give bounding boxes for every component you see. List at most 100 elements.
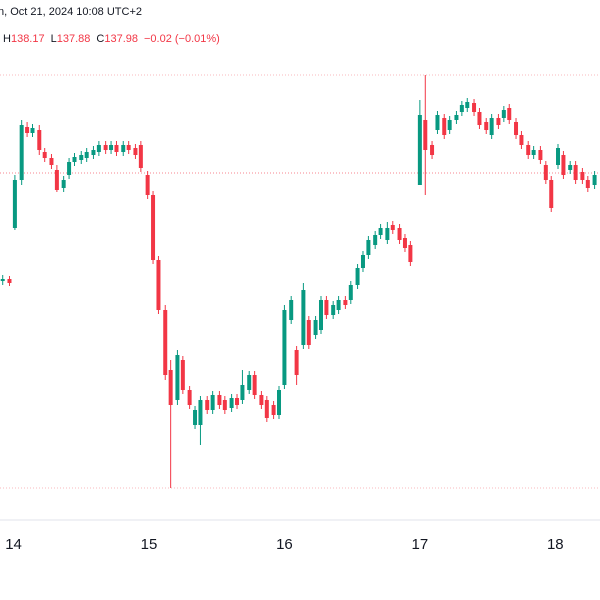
candle-body [390,225,395,230]
candle-body [54,170,59,190]
candle-body [408,245,413,262]
candle-body [417,115,422,185]
candle-body [180,360,185,390]
candle-body [318,300,323,330]
candle-body [301,290,306,345]
candle-body [360,255,365,268]
candle-body [313,320,318,335]
candle-body [198,400,203,425]
candle-body [568,165,573,170]
candle-body [423,120,428,150]
candle-body [240,385,245,400]
candle-body [402,238,407,248]
candle-body [175,355,180,400]
candle-body [103,145,108,150]
candle-body [37,130,42,150]
candle-body [514,122,519,135]
candle-body [0,279,5,281]
candle-body [430,145,435,155]
candle-body [507,108,512,120]
candle-body [549,180,554,208]
candle-body [331,305,336,315]
candle-body [484,122,489,130]
ohlc-label: L [51,33,57,45]
candle-body [585,180,590,188]
candle-body [30,128,35,133]
ohlc-value: 137.88 [57,33,91,45]
candle-body [306,320,311,345]
candle-body [366,240,371,255]
candle-body [163,310,168,375]
candle-body [501,110,506,118]
candle-body [343,300,348,305]
candle-body [235,398,240,405]
candle-body [49,158,54,165]
candle-body [289,300,294,320]
candle-body [210,395,215,410]
candle-body [84,152,89,158]
candle-body [336,300,341,310]
candle-body [435,115,440,130]
candle-body [72,157,77,162]
candle-body [271,405,276,415]
candle-body [373,235,378,245]
ohlc-value: 137.98 [104,33,138,45]
candle-body [543,165,548,180]
candle-body [282,310,287,385]
candle-body [348,285,353,300]
chart-title: n, Oct 21, 2024 10:08 UTC+2 [0,6,142,18]
candle-body [489,118,494,135]
candle-body [442,118,447,135]
candle-body [526,145,531,155]
candle-body [277,390,282,415]
candle-body [138,145,143,168]
candle-body [12,180,17,228]
candle-body [519,135,524,145]
ohlc-label: C [96,33,104,45]
candle-body [538,150,543,160]
candle-body [573,165,578,180]
candle-body [25,127,30,133]
candle-body [114,145,119,152]
candle-body [385,228,390,240]
candle-body [19,125,24,180]
candle-body [205,400,210,410]
candle-body [168,370,173,405]
candle-body [447,120,452,130]
candle-body [222,400,227,410]
ohlc-legend: H138.17 L137.88 C137.98 −0.02 (−0.01%) [3,33,220,45]
candle-body [259,395,264,405]
candle-body [156,260,161,310]
candle-body [42,152,47,158]
candle-body [133,148,138,155]
candle-body [193,410,198,425]
candle-body [477,112,482,125]
candle-body [187,390,192,405]
candle-body [459,105,464,112]
candle-body [145,175,150,195]
candle-body [355,268,360,285]
candle-body [397,228,402,240]
candle-body [91,150,96,155]
candle-body [79,155,84,160]
candle-body [378,228,383,235]
candle-body [556,148,561,165]
candle-body [496,118,501,125]
candle-body [109,145,114,150]
ohlc-label: H [3,33,11,45]
candle-body [465,102,470,108]
candle-body [126,145,131,150]
candle-body [264,400,269,418]
candle-body [217,395,222,405]
candle-body [247,375,252,390]
candle-body [472,103,477,112]
candle-body [7,279,12,283]
x-tick-label: 16 [276,536,293,553]
candle-body [531,150,536,155]
candle-body [229,398,234,408]
candle-body [561,155,566,175]
candle-body [121,145,126,152]
